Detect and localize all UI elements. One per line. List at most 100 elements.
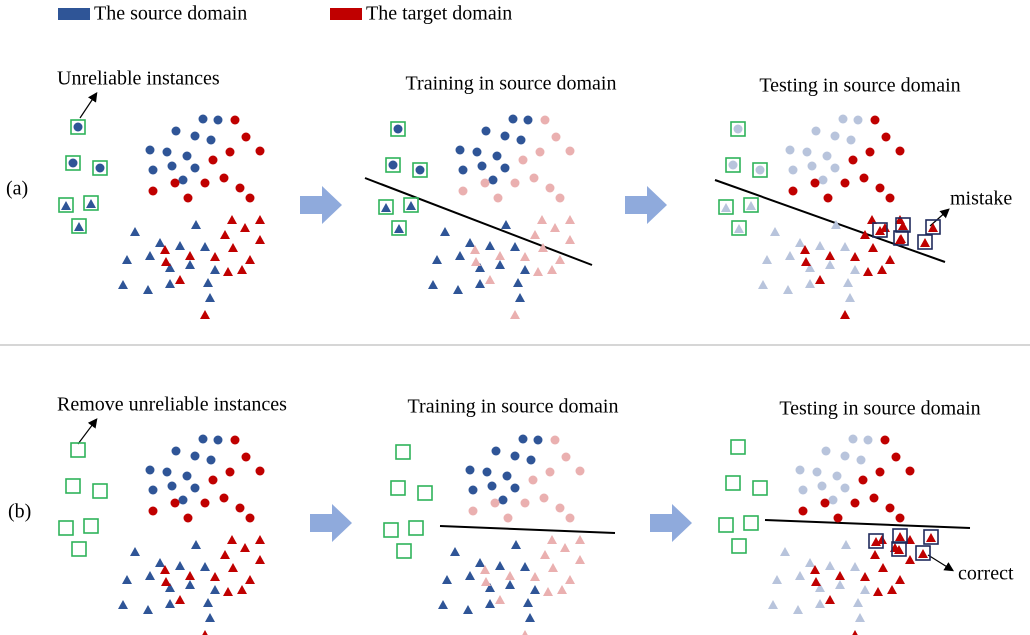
point	[575, 535, 585, 544]
point	[510, 310, 520, 319]
point	[730, 439, 746, 455]
point	[855, 613, 865, 622]
point	[403, 197, 419, 213]
point	[200, 310, 210, 319]
point	[183, 193, 193, 203]
point	[830, 131, 840, 141]
point	[731, 538, 747, 554]
point	[143, 605, 153, 614]
point	[530, 572, 540, 581]
point	[491, 446, 501, 456]
point	[510, 178, 520, 188]
point	[850, 252, 860, 261]
point	[820, 498, 830, 508]
point	[793, 605, 803, 614]
point	[453, 285, 463, 294]
point	[493, 193, 503, 203]
point	[161, 257, 171, 266]
point	[390, 121, 406, 137]
point	[396, 543, 412, 559]
point	[145, 145, 155, 155]
point	[846, 135, 856, 145]
point	[175, 275, 185, 284]
point	[872, 222, 888, 238]
point	[95, 163, 105, 173]
point	[241, 452, 251, 462]
point	[417, 485, 433, 501]
point	[167, 481, 177, 491]
point	[245, 513, 255, 523]
point	[428, 280, 438, 289]
point	[167, 161, 177, 171]
point	[891, 452, 901, 462]
point	[480, 565, 490, 574]
point	[471, 257, 481, 266]
point	[412, 162, 428, 178]
point	[526, 455, 536, 465]
point	[198, 114, 208, 124]
point	[510, 242, 520, 251]
point	[175, 561, 185, 570]
point	[468, 485, 478, 495]
point	[869, 493, 879, 503]
point	[881, 132, 891, 142]
point	[450, 547, 460, 556]
point	[728, 160, 738, 170]
point	[843, 278, 853, 287]
point	[920, 238, 930, 247]
point	[148, 186, 158, 196]
point	[475, 263, 485, 272]
point	[895, 513, 905, 523]
point	[528, 475, 538, 485]
point	[205, 613, 215, 622]
point	[71, 218, 87, 234]
point	[191, 540, 201, 549]
point	[505, 571, 515, 580]
point	[475, 279, 485, 288]
point	[840, 178, 850, 188]
point	[143, 285, 153, 294]
point	[850, 265, 860, 274]
point	[395, 444, 411, 460]
point	[840, 242, 850, 251]
boundary	[364, 177, 971, 534]
point	[850, 498, 860, 508]
point	[560, 543, 570, 552]
point	[458, 165, 468, 175]
point	[83, 518, 99, 534]
point	[510, 483, 520, 493]
point	[465, 571, 475, 580]
point	[381, 203, 391, 212]
point	[840, 310, 850, 319]
point	[918, 549, 928, 558]
point	[815, 275, 825, 284]
row-label: (b)	[8, 501, 31, 523]
point	[891, 541, 907, 557]
point	[853, 598, 863, 607]
point	[495, 595, 505, 604]
point	[432, 255, 442, 264]
point	[208, 155, 218, 165]
point	[86, 199, 96, 208]
point	[255, 466, 265, 476]
point	[530, 585, 540, 594]
point	[511, 540, 521, 549]
pointer	[79, 92, 98, 119]
point	[210, 572, 220, 581]
point	[810, 565, 820, 574]
point	[122, 255, 132, 264]
point	[565, 513, 575, 523]
point	[898, 221, 908, 230]
point	[161, 577, 171, 586]
point	[488, 175, 498, 185]
block-arrow	[300, 186, 692, 542]
point	[825, 251, 835, 260]
point	[515, 293, 525, 302]
point	[548, 563, 558, 572]
point	[823, 193, 833, 203]
point	[856, 455, 866, 465]
point	[200, 242, 210, 251]
point	[529, 173, 539, 183]
point	[200, 498, 210, 508]
point	[818, 175, 828, 185]
